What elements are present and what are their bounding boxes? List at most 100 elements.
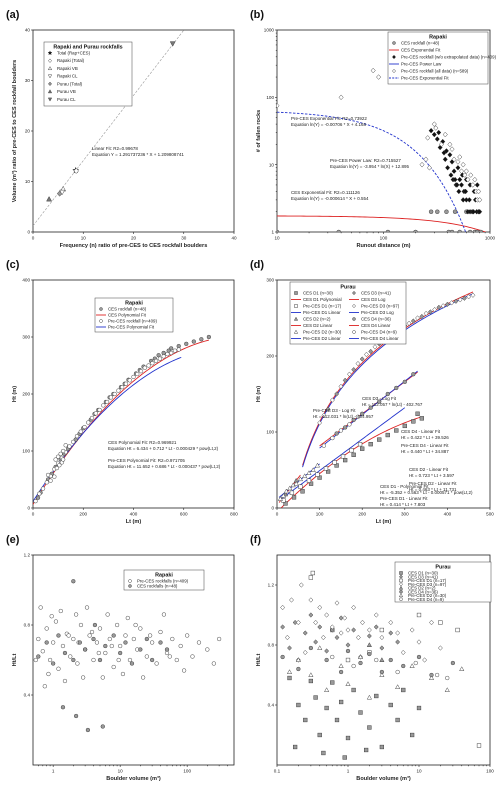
data-point <box>84 605 90 610</box>
data-point <box>277 229 280 232</box>
plot-area <box>280 570 482 760</box>
legend-marker <box>399 597 403 601</box>
data-point <box>303 717 308 723</box>
legend-label: CES D2 Linear <box>303 323 333 328</box>
panel-label: (f) <box>250 534 261 546</box>
x-tick-label: 0 <box>276 512 279 517</box>
x-axis-label: Runout distance (m) <box>356 243 410 249</box>
data-point <box>199 337 204 342</box>
fit-annotation: CES Exponential Fit: R2=0.111126 <box>291 190 360 195</box>
data-point <box>402 379 407 384</box>
data-point <box>351 417 356 422</box>
data-point <box>455 165 461 171</box>
panel-label: (d) <box>250 259 264 271</box>
data-point <box>343 457 348 463</box>
y-tick-label: 0.8 <box>268 643 275 648</box>
plot-area <box>277 67 487 232</box>
data-point <box>477 208 483 215</box>
legend-label: Rapaki CL <box>57 74 78 79</box>
data-point <box>476 188 482 195</box>
data-point <box>436 304 442 310</box>
panel-e: (e) 1 10 100 0.4 0.8 1.2 Boulder volume (m³) Ht/… <box>6 534 235 782</box>
data-point <box>379 645 385 651</box>
fit-annotation: Ht = 0.440 * Lt + 34.887 <box>401 449 449 454</box>
data-point <box>329 627 335 633</box>
data-point <box>342 755 347 760</box>
y-axis-label: Ht/Lt <box>12 654 18 667</box>
y-tick-label: 0.4 <box>24 693 31 698</box>
data-point <box>157 356 163 361</box>
data-point <box>367 725 372 730</box>
data-point <box>60 705 66 710</box>
data-point <box>71 579 76 584</box>
data-point <box>358 660 363 666</box>
panel-f: (f) 0.1 1 10 100 0.4 0.8 1.2 Boulder volume (m³)… <box>250 534 494 782</box>
legend-label: Pre-CES D1 (n=17) <box>408 578 447 583</box>
data-point <box>87 633 92 638</box>
data-point <box>283 501 288 506</box>
data-point <box>196 640 202 645</box>
data-point <box>385 229 391 232</box>
data-point <box>295 619 301 626</box>
data-point <box>123 633 128 638</box>
data-point <box>338 630 344 636</box>
data-point <box>435 209 440 214</box>
x-tick-label: 100 <box>316 512 324 517</box>
data-point <box>161 612 167 617</box>
data-point <box>334 717 340 723</box>
x-tick-label: 100 <box>486 769 494 774</box>
x-tick-label: 300 <box>401 512 409 517</box>
data-point <box>349 448 354 453</box>
legend-marker <box>398 593 404 598</box>
data-point <box>358 710 363 715</box>
fit-annotation: Pre-CES Polynomial Fit: R2=0.971705 <box>108 458 185 463</box>
data-point <box>174 657 179 663</box>
data-point <box>442 156 448 163</box>
fit-annotation: CES D4 - Linear Fit <box>401 429 441 434</box>
legend-label: CES D4 (n=36) <box>361 317 391 322</box>
data-point <box>363 747 369 753</box>
x-axis-label: Lt (m) <box>376 519 392 525</box>
data-point <box>434 136 440 142</box>
data-point <box>217 636 222 642</box>
data-point <box>394 385 399 391</box>
data-point <box>436 129 442 136</box>
data-point <box>120 671 126 677</box>
legend-marker <box>47 97 53 102</box>
data-point <box>431 121 437 127</box>
data-point <box>443 148 449 154</box>
data-point <box>347 422 352 427</box>
fit-annotation: Ht = -5.352 + 0.563 * Lt - 0.000571 * po… <box>380 490 473 495</box>
legend-marker <box>48 81 52 86</box>
legend-marker <box>399 578 403 583</box>
legend-marker <box>294 304 298 308</box>
data-point <box>308 672 314 677</box>
legend-label: Pre-CES Power Law <box>401 62 442 67</box>
x-tick-label: 10 <box>81 236 87 241</box>
data-point <box>324 648 330 654</box>
data-point <box>343 425 348 430</box>
legend-label: Pre-CES D3 (n=97) <box>361 304 400 309</box>
data-point <box>444 687 450 692</box>
data-point <box>423 156 429 163</box>
data-point <box>463 188 469 195</box>
legend-marker <box>399 571 403 575</box>
legend-marker <box>392 41 396 45</box>
data-point <box>116 657 121 663</box>
data-point <box>379 657 385 662</box>
data-point <box>324 705 329 711</box>
fit-annotation: Ht = 0.414 * Lt + 7.803 <box>380 502 426 507</box>
legend-label: Purau VB <box>57 89 76 94</box>
data-point <box>445 301 450 307</box>
y-tick-label: 1.2 <box>268 583 275 588</box>
fit-line <box>280 407 406 500</box>
data-point <box>324 657 329 663</box>
legend-marker <box>128 584 132 588</box>
data-point <box>342 377 348 383</box>
y-axis-label: Ht (m) <box>256 386 262 402</box>
data-point <box>295 657 301 662</box>
legend-label: CES D4 Linear <box>361 323 391 328</box>
data-point <box>413 660 418 666</box>
data-point <box>133 622 138 628</box>
legend-marker <box>293 329 299 334</box>
